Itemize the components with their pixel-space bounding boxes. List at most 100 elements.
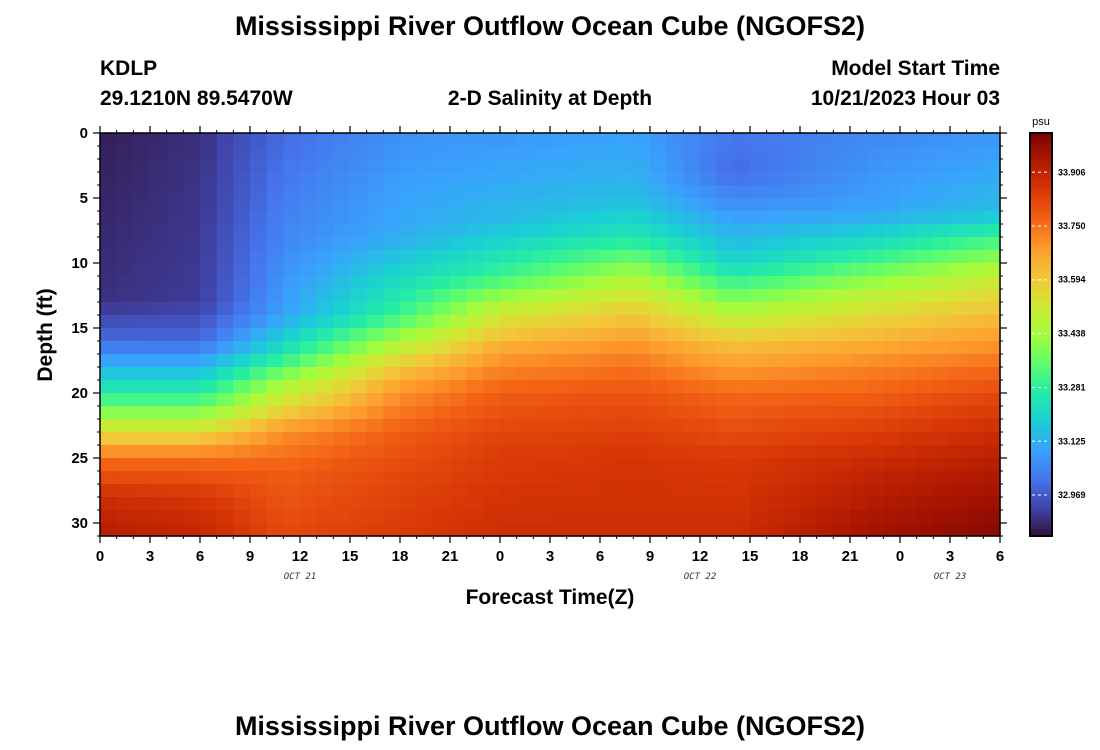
heatmap-cell (350, 471, 368, 485)
heatmap-cell (966, 185, 984, 199)
heatmap-cell (600, 419, 618, 433)
heatmap-cell (633, 328, 651, 342)
heatmap-cell (700, 133, 718, 147)
heatmap-cell (616, 445, 634, 459)
heatmap-cell (750, 484, 768, 498)
heatmap-cell (150, 302, 168, 316)
heatmap-cell (300, 198, 318, 212)
heatmap-cell (433, 354, 451, 368)
heatmap-cell (200, 432, 218, 446)
heatmap-cell (983, 523, 1001, 537)
heatmap-cell (433, 406, 451, 420)
heatmap-cell (216, 211, 234, 225)
heatmap-cell (700, 523, 718, 537)
heatmap-cell (416, 302, 434, 316)
heatmap-cell (866, 315, 884, 329)
heatmap-cell (550, 367, 568, 381)
heatmap-cell (333, 315, 351, 329)
heatmap-cell (800, 224, 818, 238)
heatmap-cell (333, 341, 351, 355)
heatmap-cell (216, 198, 234, 212)
heatmap-cell (616, 419, 634, 433)
heatmap-cell (716, 328, 734, 342)
heatmap-cell (900, 484, 918, 498)
heatmap-cell (233, 315, 251, 329)
heatmap-cell (966, 315, 984, 329)
heatmap-cell (366, 432, 384, 446)
heatmap-cell (766, 276, 784, 290)
heatmap-cell (266, 185, 284, 199)
heatmap-cell (450, 172, 468, 186)
heatmap-cell (866, 263, 884, 277)
heatmap-cell (333, 523, 351, 537)
heatmap-cell (500, 224, 518, 238)
heatmap-cell (850, 185, 868, 199)
heatmap-cell (783, 367, 801, 381)
heatmap-cell (583, 133, 601, 147)
chart-subtitle: 2-D Salinity at Depth (448, 87, 652, 110)
heatmap-cell (983, 146, 1001, 160)
heatmap-cell (100, 380, 118, 394)
heatmap-cell (683, 289, 701, 303)
heatmap-cell (366, 224, 384, 238)
heatmap-cell (916, 146, 934, 160)
heatmap-cell (633, 406, 651, 420)
heatmap-cell (783, 224, 801, 238)
heatmap-cell (383, 367, 401, 381)
heatmap-cell (300, 224, 318, 238)
heatmap-cell (133, 133, 151, 147)
heatmap-cell (416, 432, 434, 446)
heatmap-cell (300, 133, 318, 147)
heatmap-cell (150, 432, 168, 446)
heatmap-cell (266, 458, 284, 472)
colorbar-segment (1030, 287, 1052, 292)
heatmap-cell (433, 224, 451, 238)
x-tick-label: 15 (342, 548, 359, 565)
heatmap-cell (133, 432, 151, 446)
heatmap-cell (883, 497, 901, 511)
heatmap-cell (650, 523, 668, 537)
heatmap-cell (416, 185, 434, 199)
heatmap-cell (866, 458, 884, 472)
heatmap-cell (666, 471, 684, 485)
heatmap-cell (433, 263, 451, 277)
heatmap-cell (400, 419, 418, 433)
heatmap-cell (100, 250, 118, 264)
heatmap-cell (233, 419, 251, 433)
heatmap-cell (300, 445, 318, 459)
heatmap-cell (600, 367, 618, 381)
heatmap-cell (500, 185, 518, 199)
heatmap-cell (266, 354, 284, 368)
heatmap-cell (433, 367, 451, 381)
heatmap-cell (983, 484, 1001, 498)
heatmap-cell (433, 497, 451, 511)
heatmap-cell (716, 289, 734, 303)
heatmap-cell (633, 367, 651, 381)
heatmap-cell (433, 185, 451, 199)
colorbar-segment (1030, 431, 1052, 436)
heatmap-cell (166, 328, 184, 342)
heatmap-cell (666, 523, 684, 537)
heatmap-cell (816, 315, 834, 329)
heatmap-cell (166, 315, 184, 329)
heatmap-cell (533, 367, 551, 381)
heatmap-cell (166, 289, 184, 303)
heatmap-cell (333, 302, 351, 316)
heatmap-cell (716, 211, 734, 225)
heatmap-cell (783, 289, 801, 303)
heatmap-cell (150, 172, 168, 186)
colorbar-segment (1030, 220, 1052, 225)
colorbar-segment (1030, 317, 1052, 322)
heatmap-cell (333, 484, 351, 498)
heatmap-cell (933, 315, 951, 329)
heatmap-cell (200, 406, 218, 420)
heatmap-cell (350, 523, 368, 537)
heatmap-cell (950, 224, 968, 238)
heatmap-cell (566, 237, 584, 251)
heatmap-cell (150, 250, 168, 264)
heatmap-cell (300, 276, 318, 290)
heatmap-cell (800, 211, 818, 225)
heatmap-cell (983, 302, 1001, 316)
heatmap-cell (766, 510, 784, 524)
heatmap-cell (550, 211, 568, 225)
